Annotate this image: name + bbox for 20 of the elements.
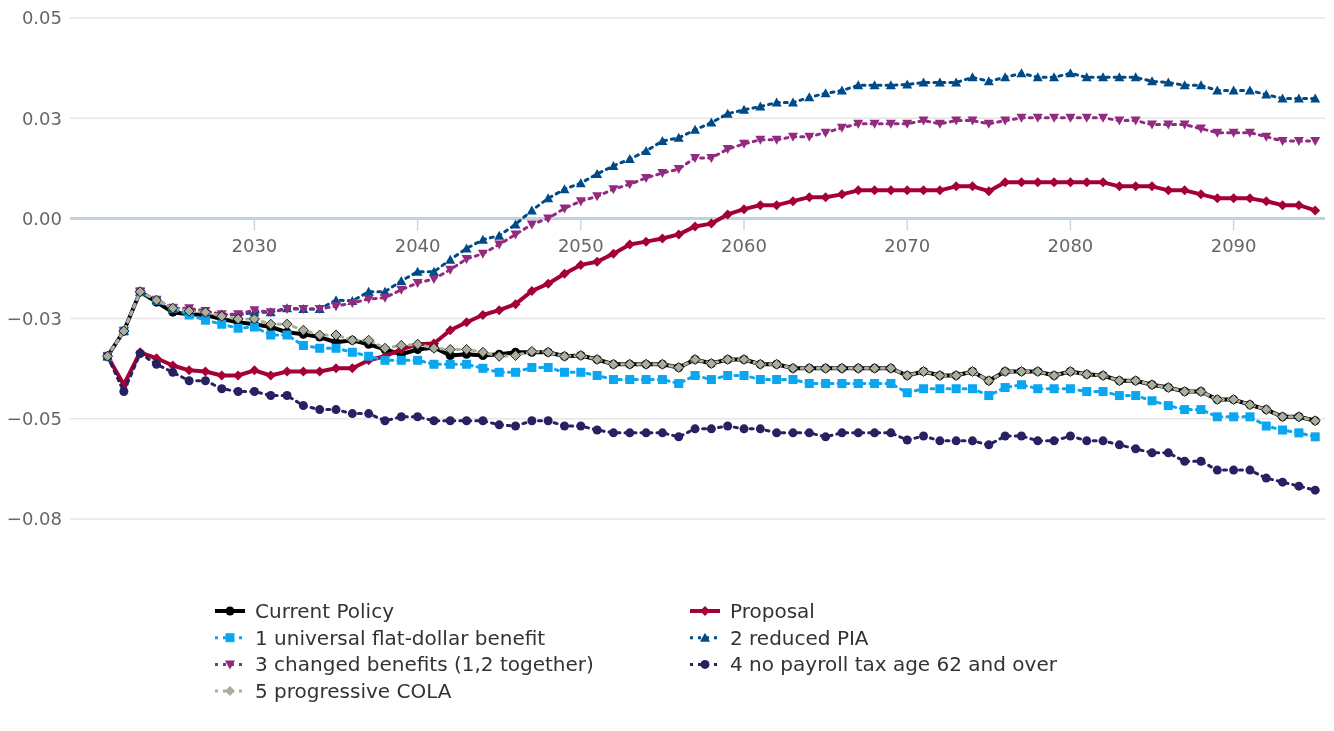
y-tick-label: −0.05 xyxy=(6,408,62,430)
x-tick-label: 2030 xyxy=(231,235,278,257)
x-tick-label: 2060 xyxy=(721,235,767,257)
legend-label: 2 reduced PIA xyxy=(730,625,869,650)
legend-label: 4 no payroll tax age 62 and over xyxy=(730,652,1058,677)
legend-label: Current Policy xyxy=(255,599,395,623)
x-tick-label: 2080 xyxy=(1047,235,1094,257)
y-tick-label: −0.08 xyxy=(6,508,62,530)
y-tick-label: 0.05 xyxy=(21,7,62,29)
x-tick-label: 2070 xyxy=(884,235,931,257)
y-tick-label: 0.03 xyxy=(21,107,62,129)
y-tick-label: 0.00 xyxy=(21,207,62,229)
legend-label: 5 progressive COLA xyxy=(255,679,452,704)
y-tick-label: −0.03 xyxy=(6,307,62,329)
x-tick-label: 2040 xyxy=(394,235,441,257)
legend-label: Proposal xyxy=(730,599,815,623)
legend-label: 1 universal flat-dollar benefit xyxy=(255,625,546,650)
x-tick-label: 2050 xyxy=(557,235,604,257)
legend-label: 3 changed benefits (1,2 together) xyxy=(255,652,594,677)
x-tick-label: 2090 xyxy=(1210,235,1257,257)
